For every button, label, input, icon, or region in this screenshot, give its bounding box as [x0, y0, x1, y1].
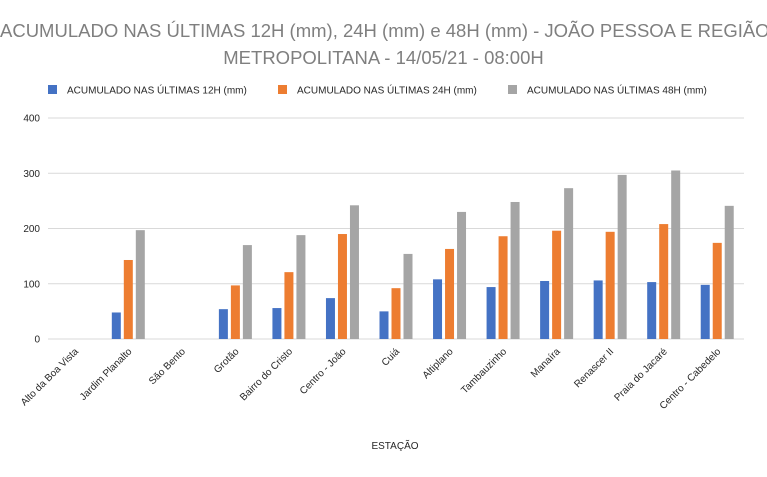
y-tick-label: 200: [23, 224, 40, 235]
y-tick-label: 400: [23, 114, 40, 125]
bar: [391, 288, 401, 339]
legend-swatch: [278, 85, 287, 94]
x-tick-label: Altiplano: [421, 346, 456, 381]
x-axis-label: ESTAÇÃO: [371, 439, 418, 452]
bar: [403, 253, 413, 339]
bar: [218, 309, 228, 339]
x-tick-label: Renascer II: [572, 346, 616, 390]
x-tick-label: Grotão: [212, 346, 242, 376]
bar: [272, 308, 282, 339]
bar: [593, 280, 603, 339]
bar: [433, 279, 443, 339]
bar: [605, 231, 615, 339]
bar: [552, 230, 562, 339]
x-tick-label: Tambauzinho: [459, 346, 509, 396]
x-tick-label: Cuiá: [380, 346, 403, 369]
bar: [564, 188, 574, 339]
bar: [647, 282, 657, 339]
y-tick-label: 100: [23, 279, 40, 290]
bar: [379, 311, 389, 339]
x-tick-label: Centro - João: [298, 346, 349, 397]
bar: [671, 170, 681, 339]
bar: [457, 211, 467, 339]
bar: [325, 298, 335, 339]
legend-label: ACUMULADO NAS ÚLTIMAS 24H (mm): [297, 84, 477, 97]
x-tick-label: São Bento: [147, 346, 188, 387]
y-axis-ticks: 0 100 200 300 400: [23, 114, 40, 346]
bar: [296, 235, 306, 339]
bar: [445, 248, 455, 339]
bar: [486, 287, 496, 339]
legend: ACUMULADO NAS ÚLTIMAS 12H (mm) ACUMULADO …: [48, 84, 707, 97]
x-tick-label: Jardim Planalto: [78, 346, 135, 403]
bar: [111, 312, 121, 339]
bar: [337, 234, 347, 339]
x-tick-label: Manaíra: [529, 346, 563, 380]
bar: [712, 242, 722, 339]
legend-swatch: [508, 85, 517, 94]
legend-label: ACUMULADO NAS ÚLTIMAS 12H (mm): [67, 84, 247, 97]
bar: [540, 280, 550, 339]
legend-swatch: [48, 85, 57, 94]
bar: [510, 201, 520, 339]
bar: [135, 230, 145, 339]
bar: [284, 272, 294, 339]
chart-title-line-2: METROPOLITANA - 14/05/21 - 08:00H: [223, 47, 544, 68]
bar: [242, 245, 252, 339]
bar: [700, 284, 710, 339]
x-tick-label: Praia do Jacaré: [613, 346, 671, 404]
x-tick-label: Alto da Boa Vista: [19, 346, 81, 408]
bar: [498, 236, 508, 339]
bar: [659, 224, 669, 339]
legend-label: ACUMULADO NAS ÚLTIMAS 48H (mm): [527, 84, 707, 97]
chart-title-line-1: ACUMULADO NAS ÚLTIMAS 12H (mm), 24H (mm)…: [0, 20, 767, 41]
bar: [724, 205, 734, 339]
y-tick-label: 300: [23, 169, 40, 180]
y-tick-label: 0: [34, 335, 40, 346]
bar: [617, 174, 627, 339]
bar: [230, 285, 240, 339]
bars: [111, 170, 734, 339]
bar: [349, 205, 359, 339]
bar: [123, 259, 133, 339]
x-tick-label: Bairro do Cristo: [238, 346, 295, 403]
